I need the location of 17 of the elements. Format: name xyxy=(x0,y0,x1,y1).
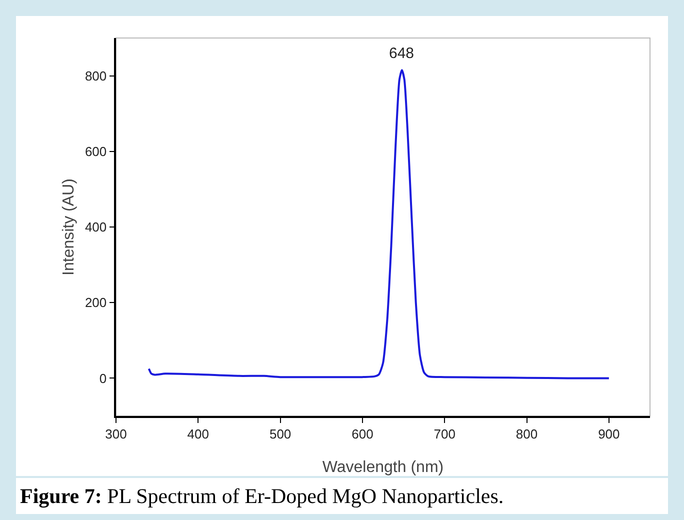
caption: Figure 7: PL Spectrum of Er-Doped MgO Nanoparticles. xyxy=(16,478,668,514)
x-tick-label: 800 xyxy=(516,426,538,442)
y-tick-label: 800 xyxy=(84,68,107,84)
x-tick-label: 900 xyxy=(598,426,620,442)
x-tick-label: 500 xyxy=(269,426,292,442)
y-tick-label: 400 xyxy=(84,220,107,235)
y-tick-label: 200 xyxy=(84,295,107,310)
x-tick-label: 400 xyxy=(187,426,209,442)
x-tick-label: 700 xyxy=(434,426,456,442)
y-tick-label: 0 xyxy=(99,370,107,386)
x-tick-label: 300 xyxy=(105,426,127,442)
y-axis-title: Intensity (AU) xyxy=(60,178,78,276)
y-tick-label: 600 xyxy=(84,144,107,159)
annotation: 648 xyxy=(389,45,414,62)
line-series xyxy=(148,69,610,380)
x-axis-title: Wavelength (nm) xyxy=(322,459,444,476)
x-tick-label: 600 xyxy=(352,426,374,442)
